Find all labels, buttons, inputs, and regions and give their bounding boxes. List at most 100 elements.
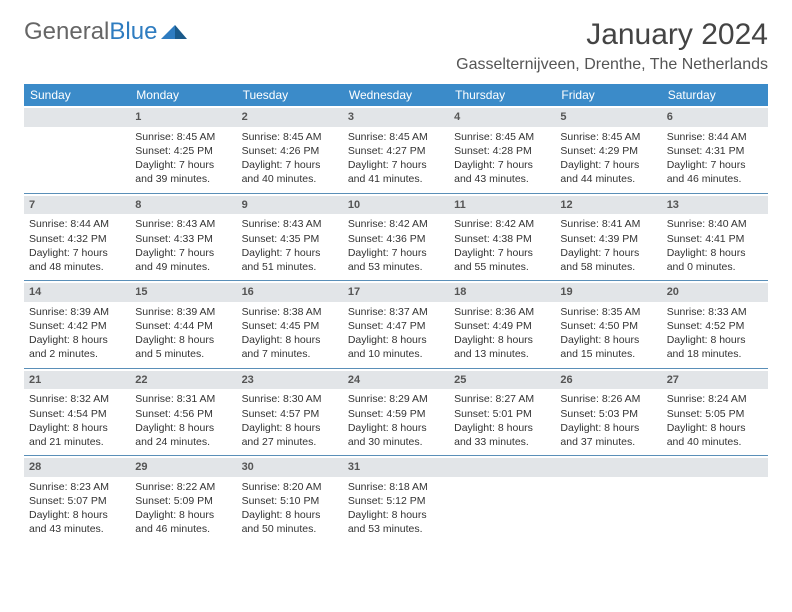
day-info: Sunrise: 8:23 AMSunset: 5:07 PMDaylight:… bbox=[29, 480, 125, 537]
day-number: 25 bbox=[449, 371, 555, 390]
day-cell: 30Sunrise: 8:20 AMSunset: 5:10 PMDayligh… bbox=[237, 456, 343, 543]
day-cell: 11Sunrise: 8:42 AMSunset: 4:38 PMDayligh… bbox=[449, 194, 555, 281]
day-number: 27 bbox=[662, 371, 768, 390]
day-cell: 19 Sunrise: 8:35 AMSunset: 4:50 PMDayligh… bbox=[555, 281, 661, 368]
day-info: Sunrise: 8:45 AMSunset: 4:29 PMDaylight:… bbox=[560, 130, 656, 187]
day-cell: 10 Sunrise: 8:42 AMSunset: 4:36 PMDayligh… bbox=[343, 194, 449, 281]
day-cell: 1Sunrise: 8:45 AMSunset: 4:25 PMDaylight… bbox=[130, 106, 236, 193]
day-cell bbox=[555, 456, 661, 543]
day-cell: 24 Sunrise: 8:29 AMSunset: 4:59 PMDayligh… bbox=[343, 369, 449, 456]
day-number: 15 bbox=[130, 283, 236, 302]
day-info: Sunrise: 8:31 AMSunset: 4:56 PMDaylight:… bbox=[135, 392, 231, 449]
day-cell: 23 Sunrise: 8:30 AMSunset: 4:57 PMDayligh… bbox=[237, 369, 343, 456]
day-number: 10 bbox=[343, 196, 449, 215]
day-cell: 2Sunrise: 8:45 AMSunset: 4:26 PMDaylight… bbox=[237, 106, 343, 193]
day-cell: 17 Sunrise: 8:37 AMSunset: 4:47 PMDayligh… bbox=[343, 281, 449, 368]
weekday-label: Saturday bbox=[662, 84, 768, 106]
day-cell: 12 Sunrise: 8:41 AMSunset: 4:39 PMDayligh… bbox=[555, 194, 661, 281]
day-cell: 31 Sunrise: 8:18 AMSunset: 5:12 PMDayligh… bbox=[343, 456, 449, 543]
month-title: January 2024 bbox=[456, 18, 768, 52]
week-row: 28Sunrise: 8:23 AMSunset: 5:07 PMDayligh… bbox=[24, 455, 768, 543]
day-info: Sunrise: 8:39 AMSunset: 4:44 PMDaylight:… bbox=[135, 305, 231, 362]
day-number bbox=[24, 108, 130, 127]
day-number: 23 bbox=[237, 371, 343, 390]
day-info: Sunrise: 8:41 AMSunset: 4:39 PMDaylight:… bbox=[560, 217, 656, 274]
location: Gasselternijveen, Drenthe, The Netherlan… bbox=[456, 56, 768, 74]
day-number: 26 bbox=[555, 371, 661, 390]
day-cell: 9 Sunrise: 8:43 AMSunset: 4:35 PMDaylight… bbox=[237, 194, 343, 281]
logo-mark-icon bbox=[161, 18, 187, 46]
day-info: Sunrise: 8:27 AMSunset: 5:01 PMDaylight:… bbox=[454, 392, 550, 449]
day-cell bbox=[449, 456, 555, 543]
day-cell: 8Sunrise: 8:43 AMSunset: 4:33 PMDaylight… bbox=[130, 194, 236, 281]
week-row: 14 Sunrise: 8:39 AMSunset: 4:42 PMDayligh… bbox=[24, 280, 768, 368]
day-info: Sunrise: 8:20 AMSunset: 5:10 PMDaylight:… bbox=[242, 480, 338, 537]
week-row: 21Sunrise: 8:32 AMSunset: 4:54 PMDayligh… bbox=[24, 368, 768, 456]
weekday-label: Monday bbox=[130, 84, 236, 106]
title-block: January 2024 Gasselternijveen, Drenthe, … bbox=[456, 18, 768, 74]
logo-text-1: General bbox=[24, 18, 109, 46]
day-number: 18 bbox=[449, 283, 555, 302]
day-cell: 15 Sunrise: 8:39 AMSunset: 4:44 PMDayligh… bbox=[130, 281, 236, 368]
day-info: Sunrise: 8:40 AMSunset: 4:41 PMDaylight:… bbox=[667, 217, 763, 274]
day-info: Sunrise: 8:39 AMSunset: 4:42 PMDaylight:… bbox=[29, 305, 125, 362]
day-cell: 13Sunrise: 8:40 AMSunset: 4:41 PMDayligh… bbox=[662, 194, 768, 281]
day-cell: 6 Sunrise: 8:44 AMSunset: 4:31 PMDaylight… bbox=[662, 106, 768, 193]
day-number bbox=[662, 458, 768, 477]
weekday-label: Thursday bbox=[449, 84, 555, 106]
week-row: 1Sunrise: 8:45 AMSunset: 4:25 PMDaylight… bbox=[24, 106, 768, 193]
day-cell: 3Sunrise: 8:45 AMSunset: 4:27 PMDaylight… bbox=[343, 106, 449, 193]
weekday-header: SundayMondayTuesdayWednesdayThursdayFrid… bbox=[24, 84, 768, 106]
day-cell: 14 Sunrise: 8:39 AMSunset: 4:42 PMDayligh… bbox=[24, 281, 130, 368]
day-number: 1 bbox=[130, 108, 236, 127]
day-number: 12 bbox=[555, 196, 661, 215]
day-info: Sunrise: 8:43 AMSunset: 4:35 PMDaylight:… bbox=[242, 217, 338, 274]
day-cell: 25 Sunrise: 8:27 AMSunset: 5:01 PMDayligh… bbox=[449, 369, 555, 456]
day-info: Sunrise: 8:18 AMSunset: 5:12 PMDaylight:… bbox=[348, 480, 444, 537]
day-number bbox=[555, 458, 661, 477]
header: GeneralBlue January 2024 Gasselternijvee… bbox=[24, 18, 768, 74]
day-number: 29 bbox=[130, 458, 236, 477]
day-cell: 27 Sunrise: 8:24 AMSunset: 5:05 PMDayligh… bbox=[662, 369, 768, 456]
day-info: Sunrise: 8:35 AMSunset: 4:50 PMDaylight:… bbox=[560, 305, 656, 362]
day-cell: 26 Sunrise: 8:26 AMSunset: 5:03 PMDayligh… bbox=[555, 369, 661, 456]
day-cell: 22 Sunrise: 8:31 AMSunset: 4:56 PMDayligh… bbox=[130, 369, 236, 456]
day-info: Sunrise: 8:26 AMSunset: 5:03 PMDaylight:… bbox=[560, 392, 656, 449]
day-info: Sunrise: 8:42 AMSunset: 4:38 PMDaylight:… bbox=[454, 217, 550, 274]
day-info: Sunrise: 8:45 AMSunset: 4:26 PMDaylight:… bbox=[242, 130, 338, 187]
day-number: 22 bbox=[130, 371, 236, 390]
day-info: Sunrise: 8:44 AMSunset: 4:31 PMDaylight:… bbox=[667, 130, 763, 187]
day-info: Sunrise: 8:30 AMSunset: 4:57 PMDaylight:… bbox=[242, 392, 338, 449]
day-cell: 5 Sunrise: 8:45 AMSunset: 4:29 PMDaylight… bbox=[555, 106, 661, 193]
day-cell: 20Sunrise: 8:33 AMSunset: 4:52 PMDayligh… bbox=[662, 281, 768, 368]
day-cell bbox=[24, 106, 130, 193]
day-info: Sunrise: 8:45 AMSunset: 4:28 PMDaylight:… bbox=[454, 130, 550, 187]
week-row: 7 Sunrise: 8:44 AMSunset: 4:32 PMDaylight… bbox=[24, 193, 768, 281]
day-cell: 7 Sunrise: 8:44 AMSunset: 4:32 PMDaylight… bbox=[24, 194, 130, 281]
day-number: 19 bbox=[555, 283, 661, 302]
day-info: Sunrise: 8:45 AMSunset: 4:27 PMDaylight:… bbox=[348, 130, 444, 187]
day-number: 5 bbox=[555, 108, 661, 127]
day-info: Sunrise: 8:33 AMSunset: 4:52 PMDaylight:… bbox=[667, 305, 763, 362]
day-info: Sunrise: 8:38 AMSunset: 4:45 PMDaylight:… bbox=[242, 305, 338, 362]
day-number: 9 bbox=[237, 196, 343, 215]
day-info: Sunrise: 8:42 AMSunset: 4:36 PMDaylight:… bbox=[348, 217, 444, 274]
logo-text-2: Blue bbox=[109, 18, 157, 46]
day-info: Sunrise: 8:36 AMSunset: 4:49 PMDaylight:… bbox=[454, 305, 550, 362]
day-cell: 28Sunrise: 8:23 AMSunset: 5:07 PMDayligh… bbox=[24, 456, 130, 543]
day-number: 7 bbox=[24, 196, 130, 215]
day-info: Sunrise: 8:37 AMSunset: 4:47 PMDaylight:… bbox=[348, 305, 444, 362]
day-info: Sunrise: 8:44 AMSunset: 4:32 PMDaylight:… bbox=[29, 217, 125, 274]
day-number: 17 bbox=[343, 283, 449, 302]
day-info: Sunrise: 8:24 AMSunset: 5:05 PMDaylight:… bbox=[667, 392, 763, 449]
day-cell: 29Sunrise: 8:22 AMSunset: 5:09 PMDayligh… bbox=[130, 456, 236, 543]
day-info: Sunrise: 8:29 AMSunset: 4:59 PMDaylight:… bbox=[348, 392, 444, 449]
weekday-label: Friday bbox=[555, 84, 661, 106]
day-number: 31 bbox=[343, 458, 449, 477]
day-number: 14 bbox=[24, 283, 130, 302]
day-number: 6 bbox=[662, 108, 768, 127]
logo: GeneralBlue bbox=[24, 18, 187, 46]
day-cell: 4 Sunrise: 8:45 AMSunset: 4:28 PMDaylight… bbox=[449, 106, 555, 193]
day-number: 24 bbox=[343, 371, 449, 390]
day-number: 4 bbox=[449, 108, 555, 127]
